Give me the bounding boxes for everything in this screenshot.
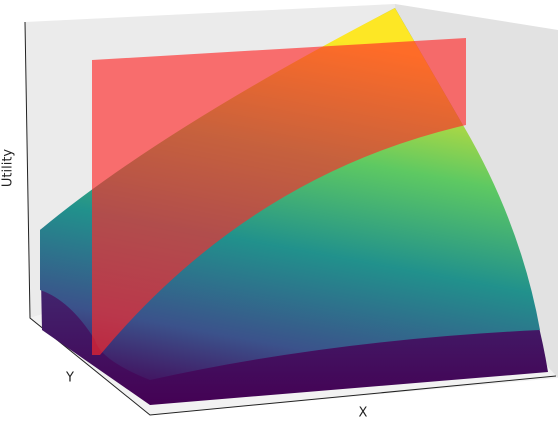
z-axis-label: Utility bbox=[1, 149, 16, 188]
constraint-plane bbox=[92, 38, 466, 355]
x-axis-label: X bbox=[359, 406, 368, 421]
axis-lines bbox=[24, 21, 557, 416]
y-axis-label: Y bbox=[65, 371, 74, 386]
